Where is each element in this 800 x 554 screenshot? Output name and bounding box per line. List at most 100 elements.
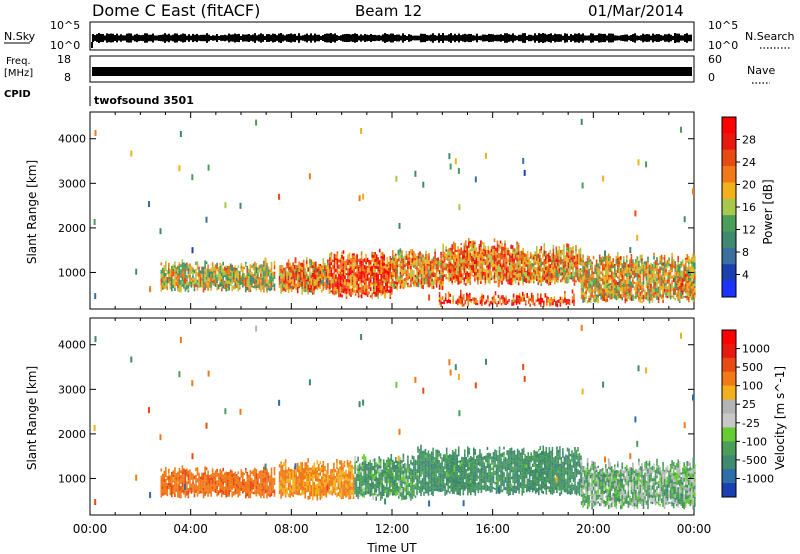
echo-cell (582, 298, 584, 303)
echo-cell (510, 253, 512, 256)
echo-cell (348, 470, 350, 475)
freq-trace (92, 67, 692, 76)
echo-cell (348, 480, 350, 484)
echo-cell (178, 475, 181, 477)
echo-cell (205, 467, 208, 471)
echo-cell (656, 295, 658, 300)
echo-cell (163, 491, 166, 496)
echo-cell (208, 285, 211, 288)
echo-cell (252, 281, 255, 284)
echo-cell (639, 295, 642, 300)
echo-cell (578, 268, 580, 274)
echo-cell (431, 269, 433, 273)
echo-cell (214, 470, 217, 475)
echo-cell (493, 278, 496, 281)
echo-cell (620, 256, 622, 260)
echo-cell (573, 293, 575, 296)
noise-left-tick-bottom: 10^0 (50, 39, 80, 52)
echo-cell (626, 265, 628, 269)
echo-cell (350, 282, 352, 286)
echo-cell (177, 265, 179, 270)
echo-cell (434, 251, 436, 255)
echo-cell (694, 292, 696, 296)
echo-cell (564, 264, 567, 267)
echo-cell (551, 279, 553, 283)
echo-cell (694, 255, 696, 259)
echo-cell (177, 490, 179, 495)
echo-cell (255, 283, 258, 287)
echo-cell (356, 257, 358, 261)
echo-cell (595, 299, 598, 303)
echo-cell (299, 483, 302, 486)
echo-cell (666, 264, 669, 268)
echo-cell (339, 493, 341, 498)
echo-cell (204, 285, 206, 289)
echo-cell (344, 260, 346, 266)
echo-cell (163, 481, 166, 484)
echo-cell (612, 291, 615, 296)
echo-cell (304, 492, 306, 495)
echo-cell (554, 280, 556, 285)
echo-cell (326, 278, 329, 285)
echo-cell (273, 271, 276, 275)
echo-cell (518, 292, 521, 296)
echo-cell (598, 293, 601, 296)
echo-cell (386, 285, 389, 289)
echo-cell (454, 261, 456, 265)
echo-cell (678, 276, 681, 281)
echo-cell (228, 284, 230, 287)
echo-cell (414, 274, 417, 278)
echo-cell (160, 262, 163, 266)
echo-cell (360, 128, 363, 134)
echo-cell (665, 269, 667, 273)
echo-cell (569, 276, 571, 280)
echo-cell (339, 257, 342, 260)
echo-cell (304, 486, 306, 488)
echo-cell (216, 280, 218, 283)
echo-cell (644, 268, 646, 271)
echo-cell (449, 255, 452, 259)
echo-cell (505, 303, 507, 306)
echo-cell (537, 281, 540, 286)
echo-cell (468, 272, 470, 277)
echo-cell (653, 262, 655, 267)
echo-cell (381, 293, 384, 296)
echo-cell (526, 293, 528, 296)
echo-cell (598, 266, 601, 269)
echo-cell (510, 262, 512, 267)
echo-cell (207, 470, 209, 475)
echo-cell (358, 494, 361, 498)
echo-cell (603, 289, 605, 293)
echo-cell (236, 476, 238, 480)
echo-cell (512, 297, 515, 300)
echo-cell (677, 272, 679, 276)
echo-cell (594, 277, 596, 282)
echo-cell (172, 274, 175, 277)
echo-cell (411, 273, 414, 277)
echo-cell (504, 273, 506, 277)
echo-cell (342, 462, 344, 467)
echo-cell (578, 261, 580, 265)
echo-cell (582, 278, 584, 283)
echo-cell (216, 493, 218, 497)
echo-cell (243, 488, 246, 493)
echo-cell (684, 283, 687, 288)
echo-cell (425, 267, 427, 271)
echo-cell (162, 493, 164, 496)
echo-cell (484, 277, 487, 280)
echo-cell (178, 279, 181, 283)
echo-cell (169, 281, 172, 284)
echo-cell (592, 277, 595, 281)
echo-cell (245, 285, 247, 289)
echo-cell (604, 267, 607, 271)
echo-cell (383, 260, 385, 263)
echo-cell (266, 271, 268, 276)
echo-cell (211, 268, 214, 272)
echo-cell (638, 280, 640, 285)
echo-cell (257, 281, 259, 285)
echo-cell (322, 461, 325, 464)
echo-cell (423, 277, 426, 282)
echo-cell (428, 283, 430, 288)
echo-cell (487, 298, 489, 302)
